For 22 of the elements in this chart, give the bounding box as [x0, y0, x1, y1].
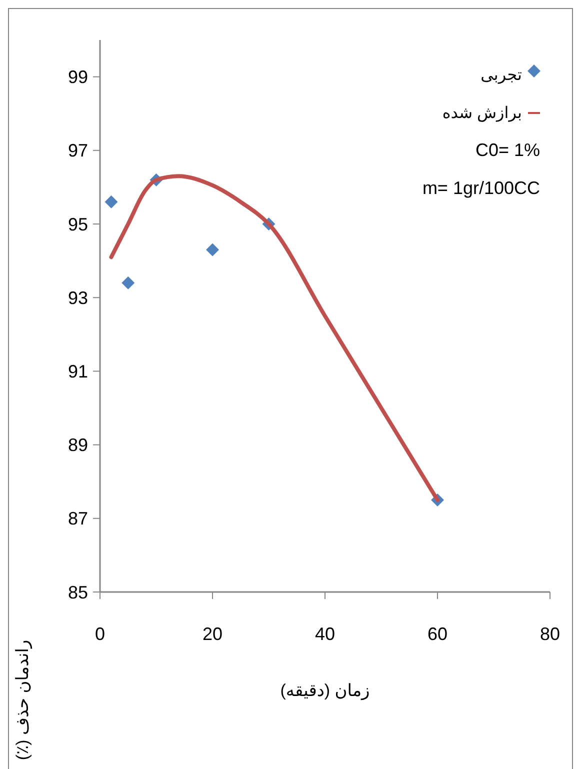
- y-tick-label: 89: [68, 435, 88, 456]
- x-tick-label: 20: [202, 624, 223, 644]
- x-tick-label: 0: [94, 624, 106, 644]
- point: [206, 243, 219, 256]
- x-tick-label: 80: [540, 624, 560, 644]
- y-tick-label: 87: [68, 508, 88, 529]
- annotation: C0= 1%: [475, 140, 540, 160]
- y-tick-label: 91: [68, 362, 88, 382]
- y-axis-title: راندمان حذف (٪): [13, 640, 33, 760]
- legend-label: تجربی: [480, 67, 522, 84]
- y-tick-label: 85: [68, 582, 88, 602]
- y-tick-label: 93: [68, 288, 88, 308]
- x-tick-label: 40: [314, 624, 336, 644]
- x-tick-label: 60: [427, 624, 448, 644]
- point: [122, 276, 135, 290]
- legend-label: برازش شده: [442, 105, 522, 122]
- y-tick-label: 95: [68, 214, 88, 234]
- y-tick-label: 97: [68, 140, 88, 161]
- x-axis-title: زمان (دقیقه): [280, 681, 370, 701]
- annotation: m= 1gr/100CC: [422, 178, 540, 198]
- y-tick-label: 99: [68, 67, 88, 88]
- point: [104, 195, 118, 208]
